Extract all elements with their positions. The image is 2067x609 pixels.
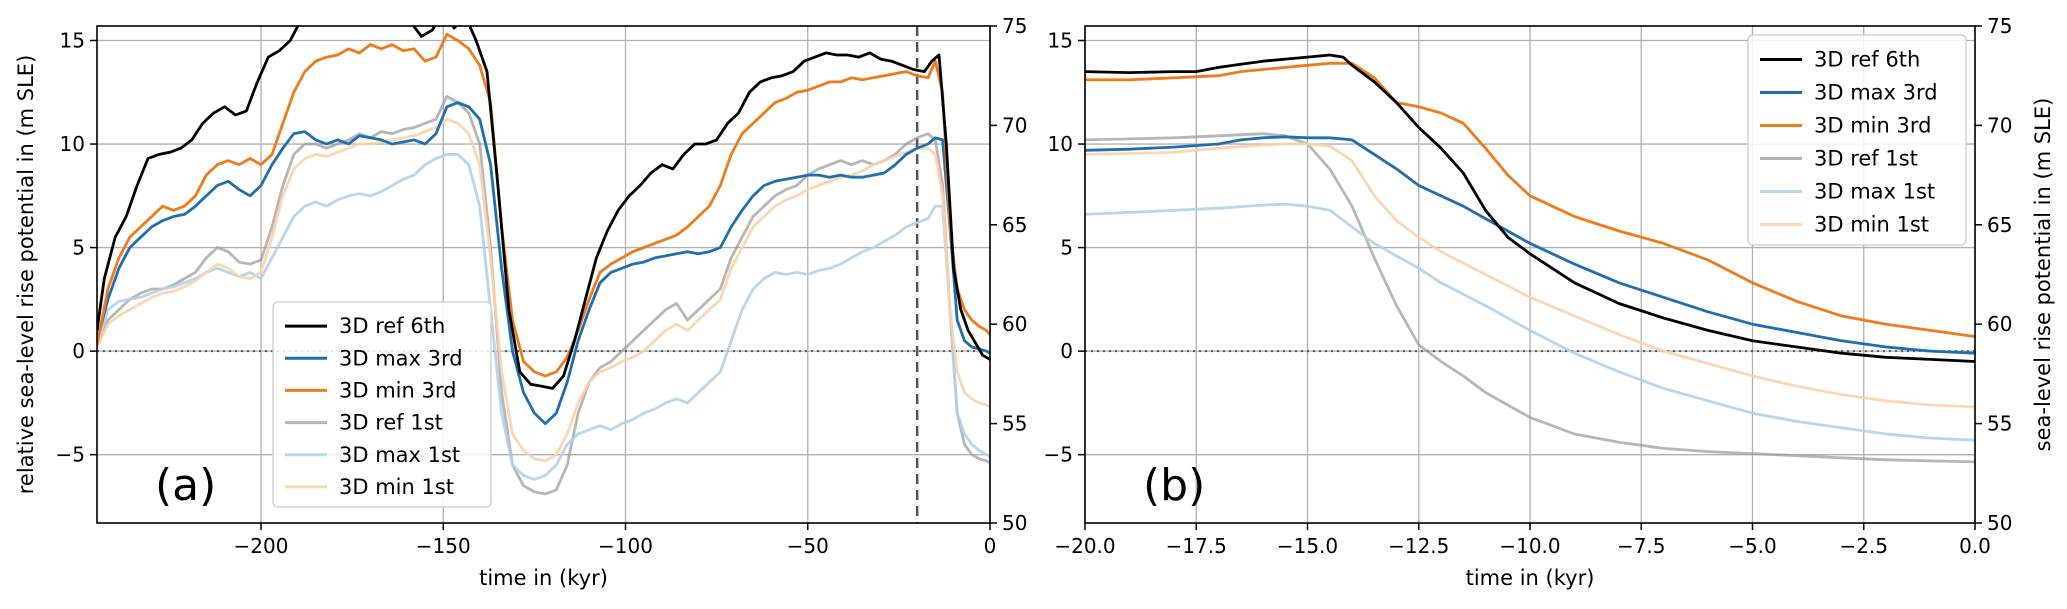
series-line-3 <box>1085 132 1975 464</box>
x-tick-label-1: −150 <box>416 534 471 558</box>
y2-tick-label-5: 75 <box>1987 14 2012 38</box>
y-tick-label-1: 0 <box>1060 339 1073 363</box>
x-tick-label-8: 0.0 <box>1959 534 1991 558</box>
legend-label-1: 3D max 3rd <box>1814 81 1938 105</box>
y-axis-label: relative sea-level rise potential in (m … <box>14 55 38 495</box>
series-line-5 <box>1085 142 1975 409</box>
legend-label-4: 3D max 1st <box>1814 180 1935 204</box>
legend-box <box>1747 34 1967 246</box>
x-tick-label-4: 0 <box>984 534 997 558</box>
legend-label-4: 3D max 1st <box>339 443 460 467</box>
x-tick-label-1: −17.5 <box>1166 534 1227 558</box>
x-tick-label-2: −15.0 <box>1277 534 1338 558</box>
y2-tick-label-4: 70 <box>1987 113 2012 137</box>
x-axis-label: time in (kyr) <box>479 566 608 590</box>
y-tick-label-0: −5 <box>56 443 85 467</box>
y2-tick-label-1: 55 <box>1987 412 2012 436</box>
y2-tick-label-0: 50 <box>1987 511 2012 535</box>
x-tick-label-3: −50 <box>787 534 829 558</box>
panel-label: (a) <box>155 460 216 511</box>
legend: 3D ref 6th 3D max 3rd 3D min 3rd 3D ref 1st… <box>272 301 492 508</box>
panel-label: (b) <box>1143 460 1205 511</box>
y-tick-label-4: 15 <box>60 28 85 52</box>
x-tick-label-2: −100 <box>598 534 653 558</box>
legend-label-3: 3D ref 1st <box>1814 147 1918 171</box>
y-tick-label-3: 10 <box>60 132 85 156</box>
legend-label-3: 3D ref 1st <box>339 411 443 435</box>
series-line-1 <box>1085 135 1975 355</box>
y2-tick-label-2: 60 <box>1987 312 2012 336</box>
series-line-4 <box>1085 202 1975 442</box>
series-line-3 <box>97 95 990 496</box>
y2-tick-label-3: 65 <box>1002 213 1027 237</box>
y-tick-label-4: 15 <box>1048 28 1073 52</box>
panel-a: −200 −150 −100 −50 0−5051015505560657075time… <box>14 14 1027 590</box>
panel-b: −20.0 −17.5 −15.0 −12.5 −10.0 −7.5 −5.0 −2.5 0.0… <box>1044 14 2055 590</box>
series-group <box>97 26 990 496</box>
y2-tick-label-1: 55 <box>1002 412 1027 436</box>
series-line-4 <box>97 153 990 481</box>
y-tick-label-2: 5 <box>1060 236 1073 260</box>
series-line-5 <box>97 117 990 463</box>
y2-tick-label-5: 75 <box>1002 14 1027 38</box>
legend-label-1: 3D max 3rd <box>339 346 463 370</box>
series-line-2 <box>1085 61 1975 338</box>
legend-label-5: 3D min 1st <box>339 475 454 499</box>
x-tick-label-4: −10.0 <box>1499 534 1560 558</box>
y-tick-label-0: −5 <box>1044 443 1073 467</box>
y-tick-label-3: 10 <box>1048 132 1073 156</box>
legend-box <box>272 301 492 508</box>
legend-label-0: 3D ref 6th <box>1814 48 1920 72</box>
y-tick-label-2: 5 <box>72 236 85 260</box>
series-group <box>1085 53 1975 464</box>
legend-label-2: 3D min 3rd <box>1814 114 1931 138</box>
legend-label-2: 3D min 3rd <box>339 378 456 402</box>
series-line-0 <box>97 26 990 390</box>
legend-label-0: 3D ref 6th <box>339 314 445 338</box>
x-tick-label-6: −5.0 <box>1728 534 1777 558</box>
series-line-0 <box>1085 53 1975 363</box>
x-tick-label-0: −20.0 <box>1054 534 1115 558</box>
y2-axis-label: sea-level rise potential in (m SLE) <box>2031 98 2055 452</box>
x-tick-label-0: −200 <box>234 534 289 558</box>
y2-tick-label-0: 50 <box>1002 511 1027 535</box>
series-line-1 <box>97 101 990 425</box>
x-tick-label-7: −2.5 <box>1839 534 1888 558</box>
y2-tick-label-2: 60 <box>1002 312 1027 336</box>
y-tick-label-1: 0 <box>72 339 85 363</box>
x-axis-label: time in (kyr) <box>1466 566 1595 590</box>
y2-tick-label-4: 70 <box>1002 113 1027 137</box>
x-tick-label-5: −7.5 <box>1617 534 1666 558</box>
x-tick-label-3: −12.5 <box>1388 534 1449 558</box>
series-line-2 <box>97 32 990 378</box>
legend-label-5: 3D min 1st <box>1814 213 1929 237</box>
plot-frame <box>96 25 991 524</box>
legend: 3D ref 6th 3D max 3rd 3D min 3rd 3D ref 1st… <box>1747 34 1967 246</box>
y2-tick-label-3: 65 <box>1987 213 2012 237</box>
